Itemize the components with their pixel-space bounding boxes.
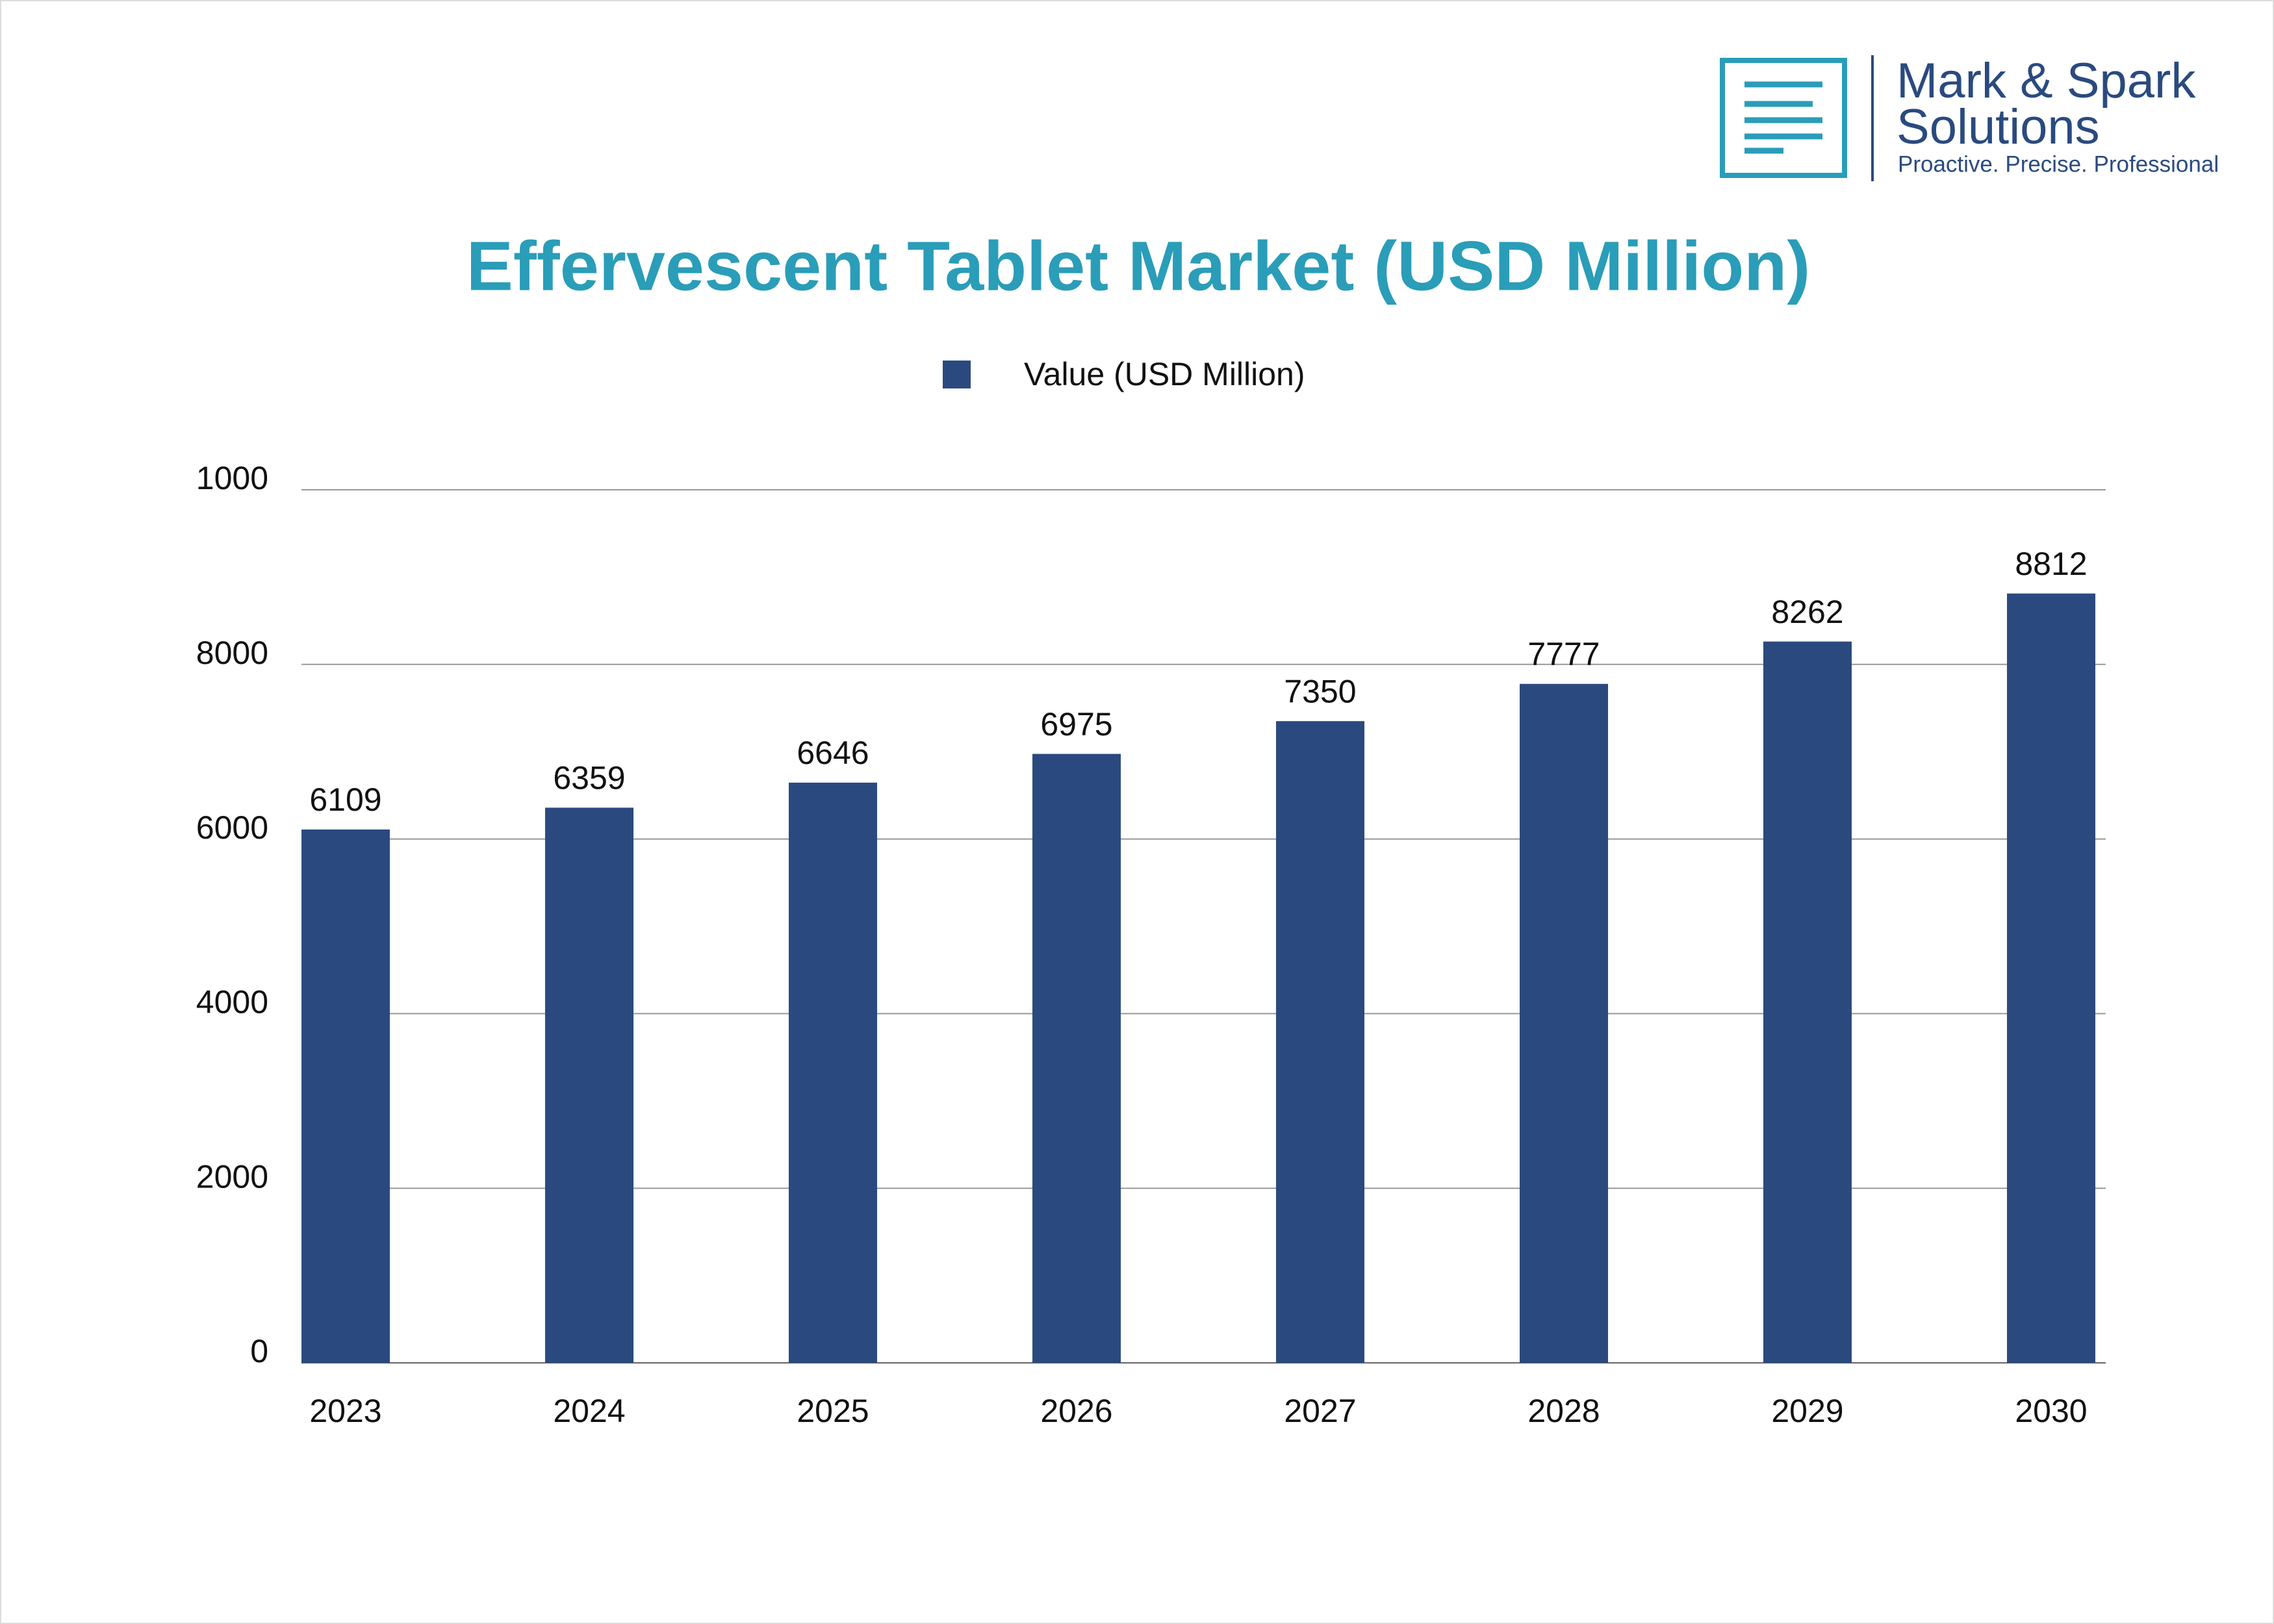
logo-tagline: Proactive. Precise. Professional [1898, 151, 2219, 177]
logo-name: Solutions [1897, 99, 2100, 155]
value-label: 6359 [553, 760, 625, 796]
value-label: 8262 [1771, 594, 1843, 630]
bar [1032, 754, 1121, 1363]
x-tick-label: 2030 [2015, 1393, 2087, 1429]
x-tick-label: 2023 [309, 1393, 381, 1429]
y-tick-label: 6000 [196, 809, 268, 846]
bar [1276, 721, 1364, 1363]
y-tick-label: 0 [250, 1333, 268, 1369]
logo: Mark & Spark Solutions Proactive. Precis… [1720, 53, 2219, 181]
x-tick-label: 2024 [553, 1393, 625, 1429]
value-label: 7777 [1527, 636, 1600, 672]
y-tick-label: 8000 [196, 635, 268, 671]
y-tick-label: 4000 [196, 984, 268, 1021]
bar [1763, 641, 1852, 1364]
value-label: 6975 [1040, 706, 1112, 742]
value-label: 6646 [797, 735, 869, 771]
logo-name: Mark & Spark [1897, 53, 2196, 108]
bar [2007, 593, 2095, 1363]
value-label: 6109 [309, 781, 381, 818]
x-tick-label: 2025 [797, 1393, 869, 1429]
value-label: 8812 [2015, 546, 2087, 582]
x-tick-label: 2028 [1527, 1393, 1600, 1429]
bar [545, 807, 633, 1363]
legend-swatch [943, 361, 971, 388]
logo-box [1720, 58, 1847, 178]
bar [789, 782, 877, 1363]
y-tick-label: 1000 [196, 460, 268, 496]
chart-title: Effervescent Tablet Market (USD Million) [466, 227, 1810, 305]
value-label: 7350 [1284, 673, 1356, 709]
legend-label: Value (USD Million) [1024, 356, 1305, 392]
bar [1520, 683, 1608, 1363]
x-tick-label: 2027 [1284, 1393, 1356, 1429]
y-tick-label: 2000 [196, 1158, 268, 1195]
x-tick-label: 2026 [1040, 1393, 1112, 1429]
bar [301, 829, 390, 1363]
x-tick-label: 2029 [1771, 1393, 1843, 1429]
